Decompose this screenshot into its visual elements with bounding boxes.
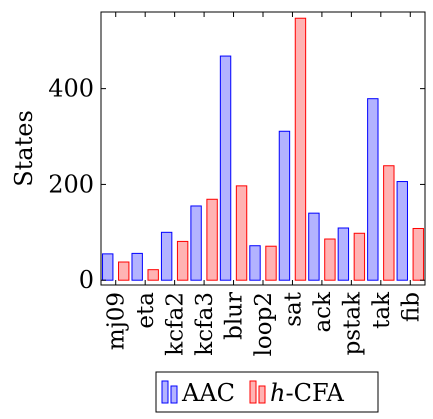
legend-swatch-h-cfa bbox=[249, 380, 266, 404]
bar-aac-fib bbox=[396, 181, 408, 281]
y-axis: 0 200 400 bbox=[48, 75, 425, 294]
x-tick-label-loop2: loop2 bbox=[251, 292, 277, 356]
legend: AAC h-CFA bbox=[155, 371, 379, 413]
bar-h-cfa-fib bbox=[412, 227, 424, 281]
bar-aac-blur bbox=[219, 55, 232, 281]
bar-h-cfa-blur bbox=[235, 185, 248, 281]
legend-label-h-cfa: h-CFA bbox=[270, 379, 345, 407]
x-tick-label-kcfa2: kcfa2 bbox=[163, 292, 189, 356]
bar-aac-kcfa2 bbox=[160, 231, 173, 281]
bar-h-cfa-kcfa3 bbox=[206, 198, 218, 281]
bar-h-cfa-loop2 bbox=[265, 245, 277, 281]
y-axis-label: States bbox=[10, 110, 38, 187]
legend-swatch-bar bbox=[249, 380, 257, 404]
bar-h-cfa-sat bbox=[294, 17, 307, 281]
legend-label-aac: AAC bbox=[181, 379, 235, 407]
legend-swatch-bar bbox=[170, 385, 178, 404]
bar-h-cfa-tak bbox=[383, 165, 395, 281]
bar-aac-tak bbox=[367, 98, 379, 281]
bar-aac-eta bbox=[131, 252, 143, 281]
x-tick-label-kcfa3: kcfa3 bbox=[192, 292, 218, 356]
x-tick-label-sat: sat bbox=[280, 291, 306, 327]
x-tick-label-blur: blur bbox=[222, 292, 248, 340]
bar-h-cfa-eta bbox=[147, 269, 159, 281]
bar-aac-pstak bbox=[337, 227, 350, 281]
x-tick-label-tak: tak bbox=[369, 291, 395, 329]
bar-aac-ack bbox=[308, 212, 320, 281]
bar-aac-loop2 bbox=[249, 245, 261, 281]
y-tick-label: 400 bbox=[48, 75, 94, 103]
x-axis: mj09 eta kcfa2 kcfa3 blur loop2 sat ack pstak tak… bbox=[104, 12, 424, 356]
x-tick-label-mj09: mj09 bbox=[104, 292, 130, 350]
x-tick-label-eta: eta bbox=[133, 292, 159, 329]
bars-layer bbox=[102, 17, 424, 281]
x-tick-label-fib: fib bbox=[398, 292, 424, 322]
bar-aac-sat bbox=[278, 130, 291, 281]
x-tick-label-ack: ack bbox=[310, 291, 336, 333]
legend-swatch-aac bbox=[161, 380, 178, 404]
bar-aac-kcfa3 bbox=[190, 205, 202, 281]
bar-h-cfa-pstak bbox=[353, 232, 366, 281]
y-tick-label: 200 bbox=[48, 170, 94, 198]
legend-swatch-bar bbox=[258, 385, 266, 404]
x-tick-label-pstak: pstak bbox=[339, 291, 365, 355]
bar-h-cfa-mj09 bbox=[118, 261, 130, 281]
bar-aac-mj09 bbox=[102, 253, 114, 281]
legend-box bbox=[155, 371, 379, 413]
legend-swatch-bar bbox=[161, 380, 169, 404]
y-tick-label: 0 bbox=[79, 266, 94, 294]
bar-h-cfa-ack bbox=[324, 238, 336, 281]
bar-h-cfa-kcfa2 bbox=[176, 240, 189, 281]
